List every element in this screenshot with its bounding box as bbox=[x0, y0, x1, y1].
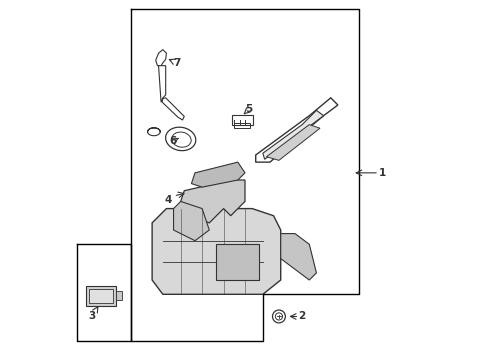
Text: 4: 4 bbox=[165, 195, 172, 204]
Polygon shape bbox=[267, 125, 320, 160]
Polygon shape bbox=[181, 180, 245, 223]
Polygon shape bbox=[281, 234, 317, 280]
Text: 7: 7 bbox=[173, 58, 181, 68]
Polygon shape bbox=[156, 50, 167, 66]
Polygon shape bbox=[152, 208, 281, 294]
Text: 1: 1 bbox=[379, 168, 386, 178]
Text: 3: 3 bbox=[89, 311, 96, 321]
Text: 5: 5 bbox=[245, 104, 252, 113]
Bar bbox=[117, 292, 122, 300]
Polygon shape bbox=[162, 98, 184, 120]
Text: 2: 2 bbox=[298, 311, 306, 321]
Polygon shape bbox=[173, 202, 209, 241]
Bar bbox=[89, 289, 113, 303]
Text: 6: 6 bbox=[169, 136, 176, 147]
Bar bbox=[232, 114, 253, 125]
Bar bbox=[86, 286, 117, 306]
Polygon shape bbox=[159, 66, 166, 102]
Bar bbox=[234, 123, 250, 128]
Polygon shape bbox=[192, 162, 245, 187]
Polygon shape bbox=[263, 111, 323, 159]
Bar bbox=[217, 244, 259, 280]
